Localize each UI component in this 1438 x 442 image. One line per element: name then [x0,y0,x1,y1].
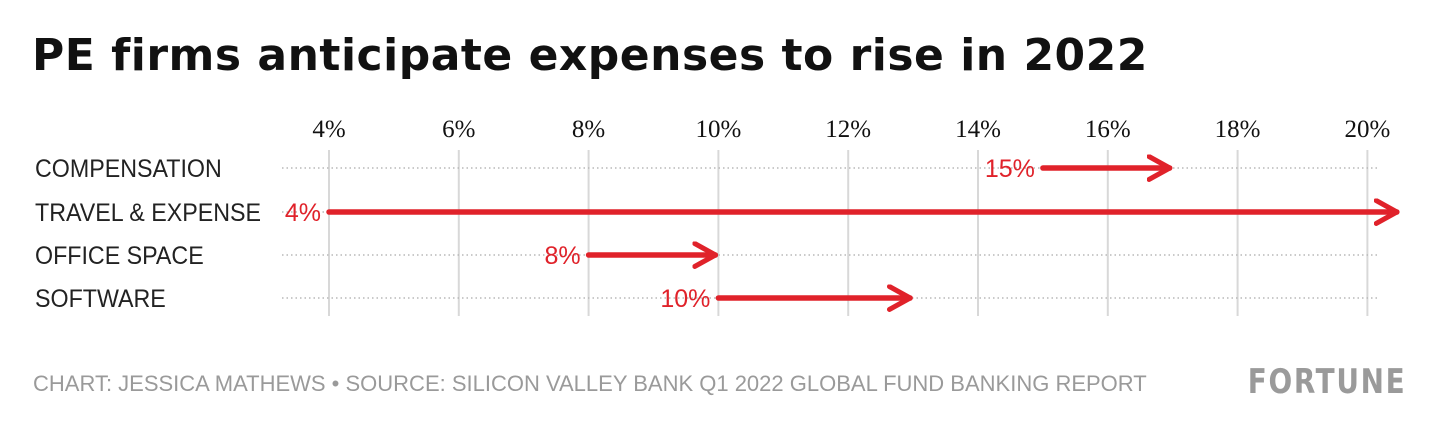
x-tick-label: 16% [1085,116,1131,143]
start-value-label: 10% [660,285,710,313]
x-tick-label: 4% [312,116,345,143]
x-tick-label: 6% [442,116,475,143]
category-label: OFFICE SPACE [35,242,204,270]
fortune-logo: FORTUNE [1247,362,1406,402]
start-value-label: 15% [985,155,1035,183]
x-tick-label: 10% [695,116,741,143]
x-tick-label: 8% [572,116,605,143]
x-tick-label: 18% [1215,116,1261,143]
x-tick-label: 20% [1344,116,1390,143]
x-tick-label: 14% [955,116,1001,143]
start-value-label: 4% [285,199,321,227]
category-label: COMPENSATION [35,155,222,183]
start-value-label: 8% [544,242,580,270]
chart-credit: CHART: JESSICA MATHEWS • SOURCE: SILICON… [33,371,1147,396]
category-label: TRAVEL & EXPENSE [35,199,261,227]
x-tick-label: 12% [825,116,871,143]
category-label: SOFTWARE [35,285,166,313]
chart-title: PE firms anticipate expenses to rise in … [32,30,1148,81]
